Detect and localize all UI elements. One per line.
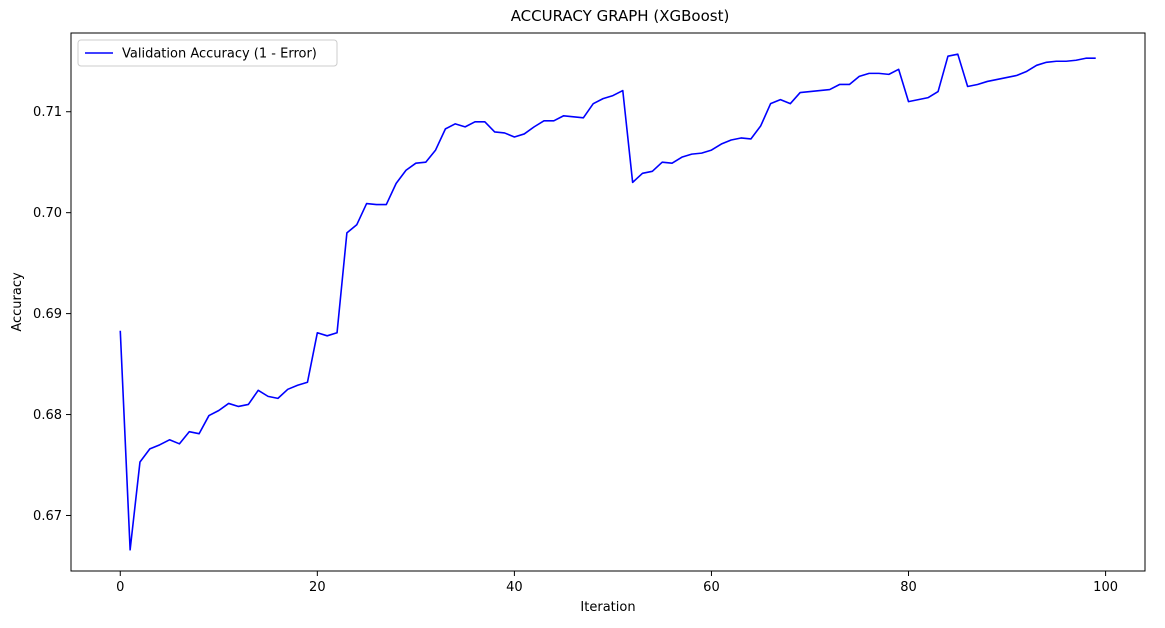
x-tick-label: 0 (116, 580, 124, 595)
x-tick-label: 60 (703, 580, 720, 595)
validation-accuracy-line (119, 53, 1096, 551)
y-tick-label: 0.69 (33, 307, 62, 322)
y-axis-ticks: 0.67 0.68 0.69 0.70 0.71 (33, 105, 71, 524)
x-axis-ticks: 0 20 40 60 80 100 (116, 571, 1118, 595)
x-tick-label: 20 (309, 580, 326, 595)
chart-title: ACCURACY GRAPH (XGBoost) (511, 7, 730, 25)
x-tick-label: 100 (1093, 580, 1118, 595)
x-tick-label: 40 (506, 580, 523, 595)
y-tick-label: 0.67 (33, 509, 62, 524)
legend-label: Validation Accuracy (1 - Error) (122, 47, 317, 62)
legend: Validation Accuracy (1 - Error) (77, 39, 338, 67)
y-tick-label: 0.68 (33, 408, 62, 423)
y-tick-label: 0.71 (33, 105, 62, 120)
x-axis-label: Iteration (580, 600, 635, 615)
y-tick-label: 0.70 (33, 206, 62, 221)
x-tick-label: 80 (900, 580, 917, 595)
legend-box (77, 39, 338, 67)
plot-area-frame (70, 32, 1146, 572)
y-axis-label: Accuracy (10, 272, 25, 332)
